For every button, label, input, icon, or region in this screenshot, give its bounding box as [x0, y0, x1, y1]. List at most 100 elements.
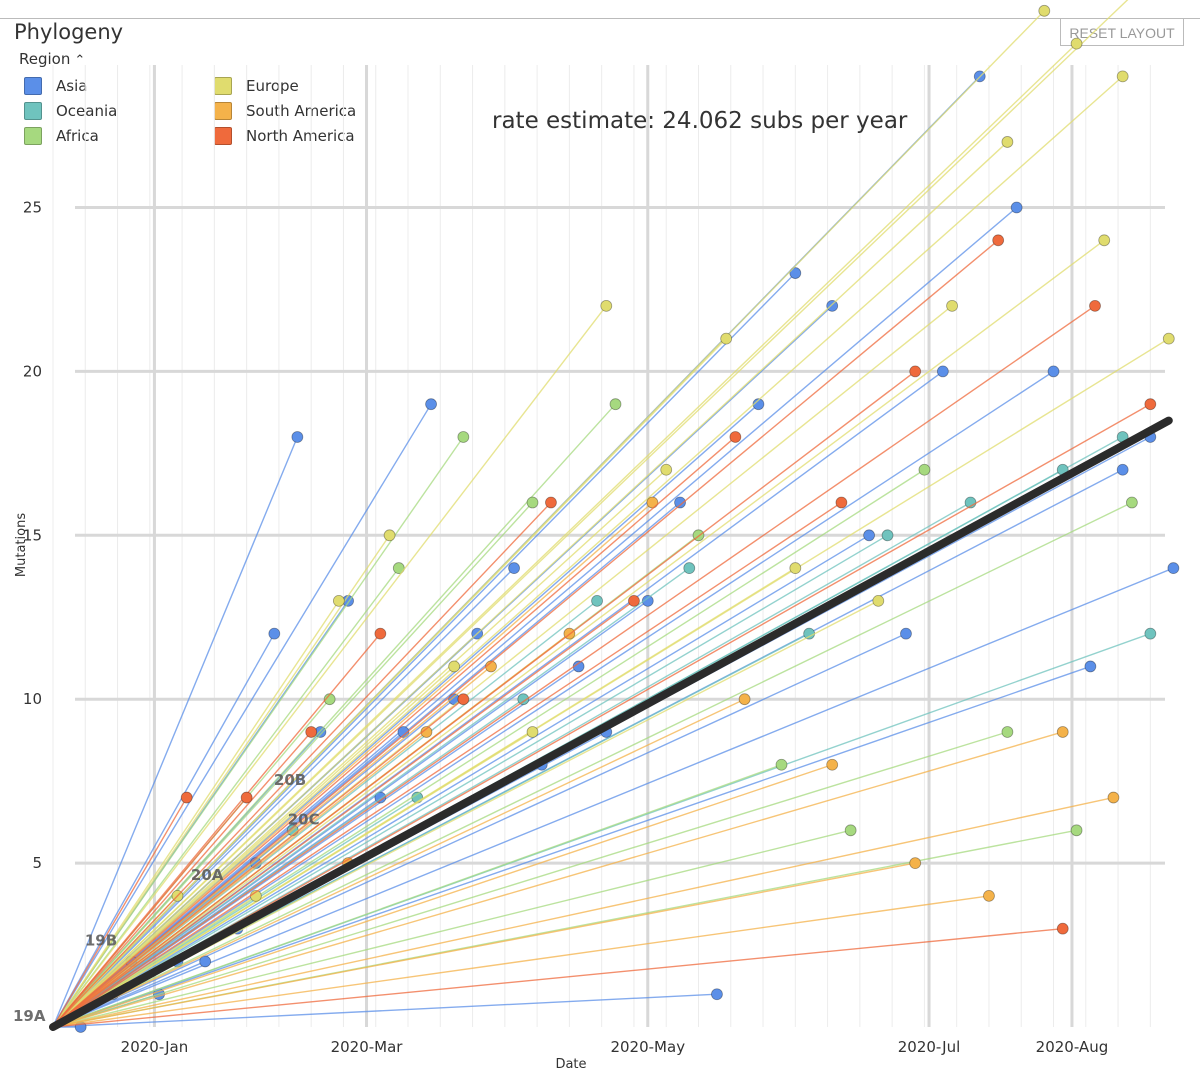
- clade-label: 19B: [85, 932, 117, 950]
- x-tick-label: 2020-Mar: [331, 1038, 404, 1056]
- branch-line: [52, 239, 999, 1028]
- y-tick-label: 15: [23, 526, 42, 544]
- branch-line: [52, 534, 870, 1028]
- panel-title: Phylogeny: [14, 20, 124, 44]
- series-europe: [52, 0, 1175, 1028]
- data-point: [711, 988, 723, 1001]
- data-point: [526, 726, 539, 738]
- data-point: [180, 791, 193, 804]
- data-point: [600, 299, 613, 312]
- data-point: [374, 627, 387, 640]
- data-point: [425, 398, 437, 411]
- legend-item-africa[interactable]: Africa: [24, 126, 99, 146]
- data-point: [1070, 824, 1083, 837]
- legend-label: Oceania: [56, 102, 118, 120]
- data-point: [1098, 234, 1111, 247]
- branch-line: [52, 567, 400, 1028]
- branch-line: [52, 141, 1008, 1028]
- branch-line: [52, 895, 990, 1028]
- legend-label: Asia: [56, 77, 88, 95]
- series-north-america: [52, 234, 1157, 1028]
- data-point: [983, 889, 995, 902]
- branch-line: [52, 370, 1054, 1028]
- data-point: [1144, 627, 1157, 640]
- data-point: [660, 463, 673, 476]
- branch-line: [52, 436, 736, 1028]
- data-point: [683, 562, 696, 574]
- branch-line: [52, 469, 925, 1028]
- data-point: [872, 594, 885, 607]
- grid: [52, 65, 1165, 1027]
- data-point: [946, 299, 958, 312]
- legend-swatch: [24, 77, 42, 95]
- x-tick-label: 2020-Aug: [1036, 1038, 1109, 1056]
- data-point: [1056, 726, 1069, 738]
- x-tick-label: 2020-May: [610, 1038, 685, 1056]
- data-point: [1010, 201, 1023, 214]
- regression-line: [49, 416, 1173, 1031]
- data-point: [1125, 496, 1138, 509]
- branch-line: [52, 239, 1105, 1028]
- clade-label: 19A: [13, 1007, 46, 1025]
- data-point: [545, 496, 557, 509]
- data-point: [646, 496, 659, 509]
- branch-line: [52, 633, 275, 1028]
- chevron-up-icon: ⌃: [74, 53, 86, 68]
- clade-label: 20A: [191, 866, 224, 884]
- legend-toggle[interactable]: Region ⌃: [19, 50, 85, 68]
- data-point: [332, 594, 345, 607]
- y-tick-label: 5: [32, 854, 42, 872]
- data-point: [1084, 660, 1097, 673]
- data-point: [826, 758, 839, 771]
- branch-line: [52, 698, 745, 1028]
- series-south-america: [52, 496, 1120, 1028]
- data-point: [1056, 922, 1069, 935]
- data-point: [1047, 365, 1060, 378]
- branch-line: [52, 927, 1063, 1028]
- legend-item-north-america[interactable]: North America: [214, 126, 355, 146]
- data-point: [240, 791, 253, 804]
- data-point: [397, 726, 410, 738]
- branch-line: [52, 731, 1063, 1028]
- data-point: [918, 463, 931, 476]
- branch-line: [52, 206, 1018, 1028]
- data-point: [457, 693, 470, 706]
- data-point: [268, 627, 281, 640]
- data-point: [1167, 562, 1180, 574]
- branch-line: [52, 501, 842, 1028]
- branch-line: [52, 403, 617, 1028]
- branch-line: [52, 502, 552, 1028]
- branch-line: [52, 731, 1008, 1028]
- legend-item-asia[interactable]: Asia: [24, 76, 87, 96]
- branch-line: [52, 0, 1129, 1028]
- data-point: [775, 758, 788, 771]
- data-point: [909, 365, 922, 378]
- data-point: [1089, 299, 1101, 312]
- data-point: [720, 332, 733, 345]
- legend-item-oceania[interactable]: Oceania: [24, 101, 117, 121]
- branch-line: [52, 796, 1114, 1028]
- data-point: [835, 496, 848, 509]
- branch-line: [52, 993, 717, 1028]
- branch-line: [52, 501, 653, 1028]
- branch-line: [52, 403, 432, 1028]
- branch-line: [52, 698, 464, 1028]
- branch-line: [52, 600, 340, 1028]
- legend-item-south-america[interactable]: South America: [214, 101, 356, 121]
- data-point: [789, 562, 802, 574]
- data-point: [628, 594, 640, 607]
- data-point: [900, 627, 912, 640]
- y-tick-label: 25: [23, 199, 42, 217]
- branch-line: [52, 305, 1096, 1028]
- branch-line: [52, 829, 851, 1028]
- legend-item-europe[interactable]: Europe: [214, 76, 299, 96]
- data-point: [803, 627, 816, 640]
- data-point: [863, 529, 875, 542]
- data-point: [844, 824, 857, 837]
- branch-line: [52, 370, 916, 1028]
- y-tick-label: 10: [23, 690, 42, 708]
- branch-line: [52, 764, 782, 1028]
- branch-line: [52, 436, 299, 1028]
- legend-swatch: [24, 127, 42, 145]
- branch-line: [52, 567, 515, 1028]
